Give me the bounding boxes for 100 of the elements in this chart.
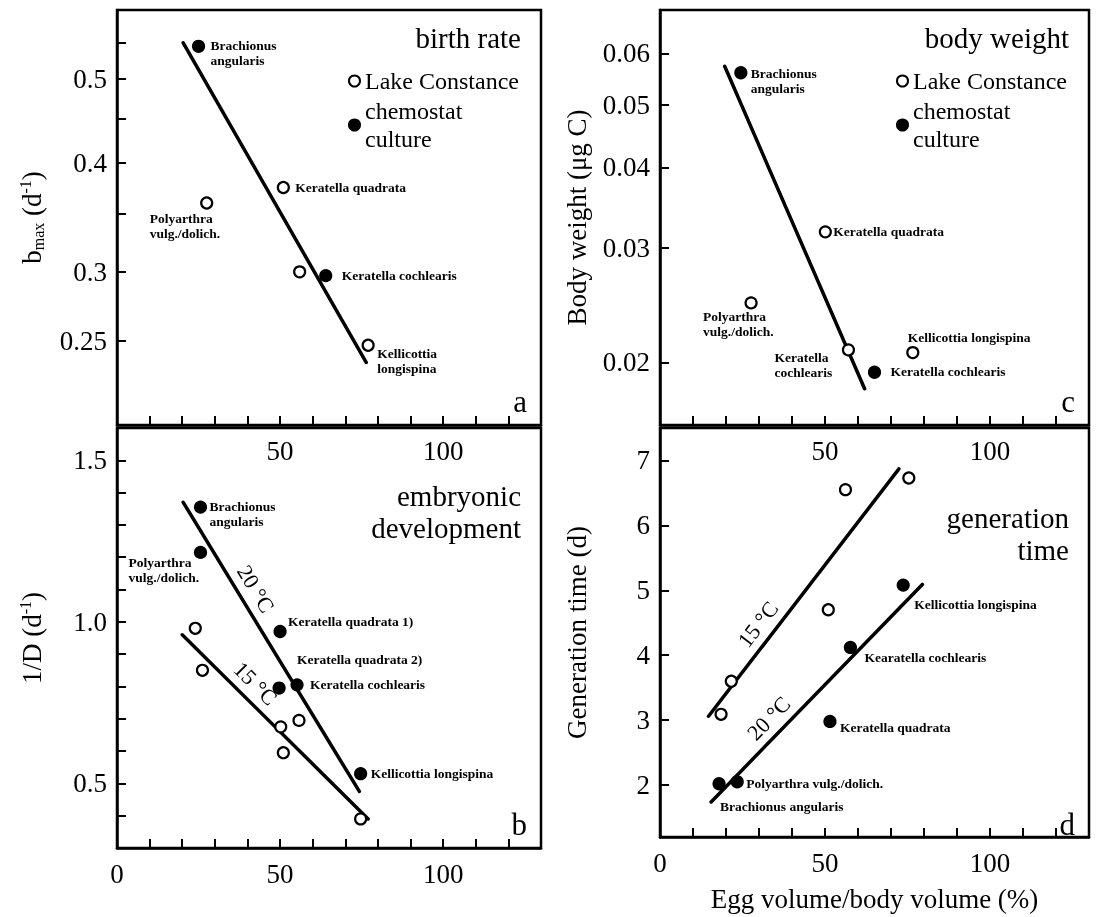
text: 20 °C bbox=[741, 691, 796, 746]
point bbox=[354, 812, 368, 826]
annotation: Keratella cochlearis bbox=[341, 267, 457, 283]
annotation: Kellicottia longispina bbox=[907, 329, 1031, 345]
x-tick-label: 100 bbox=[422, 858, 464, 889]
legend-label: Lake Constance bbox=[913, 68, 1067, 94]
x-tick-label: 0 bbox=[110, 858, 124, 889]
point bbox=[841, 343, 856, 357]
point bbox=[276, 746, 290, 760]
y-tick-label: 0.3 bbox=[73, 256, 107, 287]
x-tick-label: 100 bbox=[969, 435, 1011, 466]
annotation: Kellicottia longispina bbox=[370, 765, 494, 781]
text: generation time bbox=[946, 502, 1070, 566]
point bbox=[193, 545, 208, 559]
y-tick-label: 0.05 bbox=[602, 89, 650, 120]
point bbox=[193, 500, 208, 514]
x-tick-label: 0 bbox=[653, 847, 667, 878]
annotation: Polyarthra vulg./dolich. bbox=[703, 308, 774, 339]
y-axis-title: bmax (d-1) bbox=[16, 171, 47, 264]
point bbox=[361, 338, 375, 352]
annotation: c bbox=[1061, 384, 1075, 419]
point bbox=[195, 663, 210, 677]
y-tick-label: 0.04 bbox=[602, 152, 651, 183]
y-axis-title: Generation time (d) bbox=[561, 526, 592, 739]
y-axis-title: Body weight (μg C) bbox=[561, 109, 592, 326]
point bbox=[838, 483, 853, 497]
y-tick-label: 2 bbox=[636, 770, 650, 801]
y-tick-label: 5 bbox=[636, 575, 650, 606]
chart-title: birth rate bbox=[415, 22, 521, 54]
point bbox=[712, 777, 726, 791]
point bbox=[274, 720, 288, 734]
y-tick-label: 6 bbox=[636, 510, 650, 541]
point bbox=[188, 621, 202, 635]
annotation: Brachionus angularis bbox=[209, 499, 276, 530]
x-tick-label: 50 bbox=[266, 858, 294, 889]
annotation: b bbox=[511, 807, 527, 842]
annotation: Brachionus angularis bbox=[720, 798, 844, 814]
point bbox=[293, 265, 307, 279]
text: embryonic development bbox=[371, 480, 521, 544]
x-axis-title: Egg volume/body volume (%) bbox=[710, 883, 1039, 914]
y-tick-label: 7 bbox=[636, 445, 650, 476]
annotation: Keratella quadrata 1) bbox=[288, 613, 414, 629]
annotation: a bbox=[513, 384, 528, 419]
y-tick-label: 0.03 bbox=[602, 233, 650, 264]
x-tick-label: 50 bbox=[811, 847, 839, 878]
point bbox=[843, 640, 858, 655]
annotation: Keratella quadrata bbox=[839, 720, 951, 736]
y-tick-label: 0.06 bbox=[602, 38, 650, 69]
annotation: Keratella cochlearis bbox=[890, 364, 1006, 380]
point bbox=[906, 345, 920, 360]
point bbox=[273, 624, 287, 639]
y-tick-label: 0.5 bbox=[73, 63, 107, 94]
point bbox=[200, 196, 214, 210]
y-tick-label: 1.0 bbox=[73, 606, 107, 637]
point bbox=[730, 775, 744, 789]
x-tick-label: 50 bbox=[811, 435, 839, 466]
x-tick-label: 50 bbox=[266, 435, 294, 466]
annotation: Polyarthra vulg./dolich. bbox=[149, 210, 221, 241]
y-axis-title: 1/D (d-1) bbox=[16, 591, 47, 685]
y-tick-label: 1.5 bbox=[73, 445, 107, 476]
x-tick-label: 100 bbox=[969, 847, 1011, 878]
point bbox=[867, 365, 882, 379]
point bbox=[821, 603, 835, 617]
point bbox=[191, 39, 206, 53]
point bbox=[290, 678, 304, 692]
point bbox=[292, 713, 306, 727]
point bbox=[818, 225, 832, 239]
annotation: Kellicottia longispina bbox=[377, 346, 438, 377]
text: 15 °C bbox=[732, 596, 784, 653]
y-tick-label: 4 bbox=[636, 640, 651, 671]
point bbox=[902, 471, 916, 485]
y-tick-label: 0.5 bbox=[73, 768, 107, 799]
y-tick-label: 0.02 bbox=[602, 347, 650, 378]
annotation: d bbox=[1059, 807, 1076, 842]
point bbox=[823, 714, 837, 729]
annotation: Brachionus angularis bbox=[750, 65, 817, 96]
annotation: Brachionus angularis bbox=[210, 38, 277, 69]
annotation: Keratella quadrata 2) bbox=[297, 652, 423, 668]
annotation: Kellicottia longispina bbox=[914, 597, 1038, 613]
point bbox=[319, 269, 333, 283]
point bbox=[744, 296, 758, 310]
y-tick-label: 0.25 bbox=[59, 325, 107, 356]
point bbox=[724, 674, 738, 688]
chart-title: body weight bbox=[924, 22, 1069, 54]
annotation: Polyarthra vulg./dolich. bbox=[128, 555, 200, 586]
point bbox=[734, 66, 748, 80]
annotation: Keratella cochlearis bbox=[310, 676, 426, 692]
y-tick-label: 0.4 bbox=[73, 148, 108, 179]
text: 20 °C bbox=[231, 560, 280, 618]
annotation: Keratella cochlearis bbox=[774, 349, 833, 380]
annotation: Kearatella cochlearis bbox=[864, 650, 987, 666]
text: 15 °C bbox=[228, 656, 283, 711]
annotation: Keratella quadrata bbox=[833, 223, 945, 239]
point bbox=[714, 707, 728, 721]
y-tick-label: 3 bbox=[636, 705, 650, 736]
point bbox=[354, 767, 368, 781]
legend-label: chemostat culture bbox=[913, 98, 1017, 152]
x-tick-label: 100 bbox=[422, 435, 464, 466]
point bbox=[896, 578, 910, 592]
annotation: Polyarthra vulg./dolich. bbox=[746, 775, 884, 791]
